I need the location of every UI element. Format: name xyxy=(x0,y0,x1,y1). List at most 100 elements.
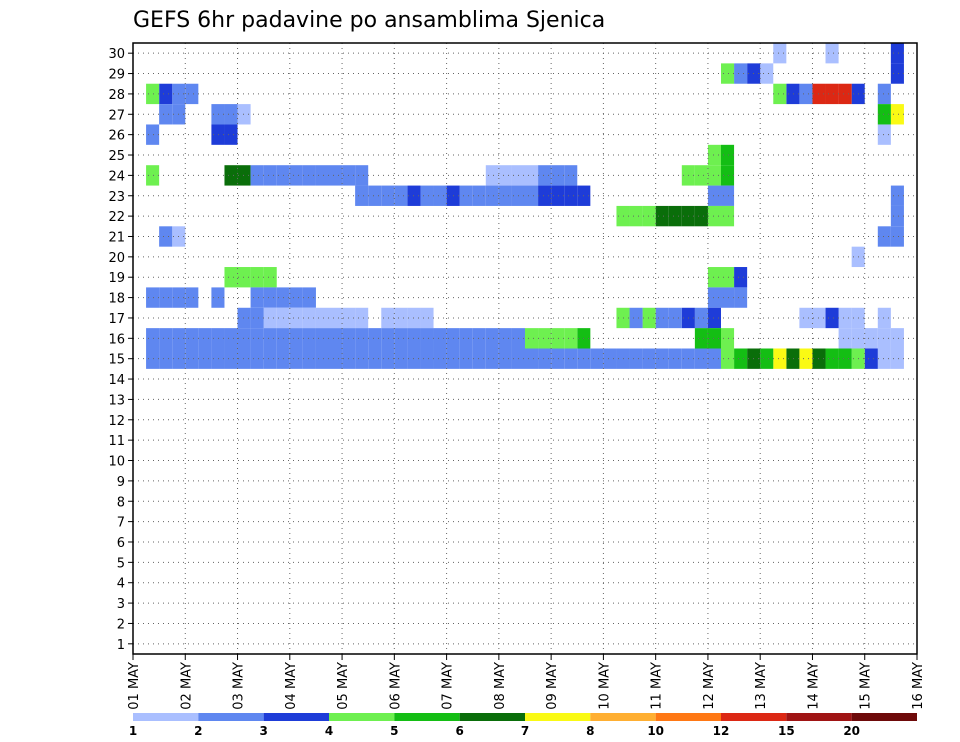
heatmap-cell xyxy=(825,348,839,369)
heatmap-cell xyxy=(694,328,708,349)
legend-swatch xyxy=(329,713,395,721)
y-tick-label: 17 xyxy=(108,312,125,327)
x-tick-label: 06 MAY xyxy=(388,662,403,710)
heatmap-cell xyxy=(721,205,735,227)
x-tick-label: 02 MAY xyxy=(179,662,194,710)
heatmap-cell xyxy=(250,348,264,369)
heatmap-cell xyxy=(707,165,721,186)
heatmap-cell xyxy=(668,307,682,329)
legend-label: 7 xyxy=(521,724,529,738)
heatmap-cell xyxy=(433,328,447,349)
heatmap-cell xyxy=(159,287,173,308)
heatmap-cell xyxy=(315,165,329,186)
heatmap-cell xyxy=(655,205,669,227)
legend-label: 6 xyxy=(455,724,463,738)
heatmap-cell xyxy=(146,165,160,186)
heatmap-cell xyxy=(707,348,721,369)
y-tick-label: 6 xyxy=(117,536,125,551)
heatmap-cell xyxy=(694,348,708,369)
heatmap-cell xyxy=(655,307,669,329)
heatmap-cell xyxy=(498,348,512,369)
heatmap-cell xyxy=(394,328,408,349)
heatmap-cell xyxy=(525,328,539,349)
heatmap-cell xyxy=(355,348,369,369)
heatmap-cell xyxy=(237,267,251,288)
heatmap-cell xyxy=(420,328,434,349)
heatmap-cell xyxy=(773,83,787,105)
heatmap-cell xyxy=(642,307,656,329)
heatmap-cell xyxy=(734,63,748,84)
heatmap-cell xyxy=(263,328,277,349)
legend-swatch xyxy=(655,713,721,721)
heatmap-cell xyxy=(250,165,264,186)
heatmap-cell xyxy=(381,185,395,206)
x-tick-label: 10 MAY xyxy=(597,662,612,710)
heatmap-cell xyxy=(668,205,682,227)
heatmap-cell xyxy=(629,307,643,329)
legend-label: 10 xyxy=(647,724,664,738)
y-tick-label: 5 xyxy=(117,556,125,571)
heatmap-cell xyxy=(825,83,839,105)
x-tick-label: 04 MAY xyxy=(284,662,299,710)
heatmap-cell xyxy=(198,348,212,369)
y-tick-label: 2 xyxy=(117,617,125,632)
heatmap-cell xyxy=(211,104,225,125)
heatmap-cell xyxy=(799,348,813,369)
x-tick-label: 14 MAY xyxy=(806,662,821,710)
heatmap-cell xyxy=(237,328,251,349)
heatmap-cell xyxy=(381,328,395,349)
heatmap-cell xyxy=(433,348,447,369)
y-tick-label: 19 xyxy=(108,271,125,286)
heatmap-cell xyxy=(551,165,565,186)
heatmap-cell xyxy=(146,328,160,349)
heatmap-cell xyxy=(289,307,303,329)
heatmap-cell xyxy=(237,348,251,369)
x-tick-label: 12 MAY xyxy=(702,662,717,710)
heatmap-cell xyxy=(394,307,408,329)
heatmap-cell xyxy=(538,348,552,369)
heatmap-cell xyxy=(498,185,512,206)
heatmap-cell xyxy=(890,348,904,369)
heatmap-cell xyxy=(890,205,904,227)
heatmap-cell xyxy=(420,348,434,369)
heatmap-cell xyxy=(812,83,826,105)
heatmap-cell xyxy=(721,348,735,369)
heatmap-cell xyxy=(146,348,160,369)
legend-swatch xyxy=(721,713,787,721)
legend-label: 5 xyxy=(390,724,398,738)
heatmap-cell xyxy=(146,287,160,308)
legend-swatch xyxy=(590,713,656,721)
heatmap-cell xyxy=(590,348,604,369)
y-tick-label: 21 xyxy=(108,230,125,245)
heatmap-cell xyxy=(459,185,473,206)
heatmap-cell xyxy=(498,328,512,349)
x-tick-label: 05 MAY xyxy=(336,662,351,710)
y-tick-label: 29 xyxy=(108,68,125,83)
heatmap-cell xyxy=(302,165,316,186)
legend-label: 4 xyxy=(325,724,333,738)
heatmap-cell xyxy=(825,307,839,329)
heatmap-cell xyxy=(773,43,787,64)
heatmap-cell xyxy=(760,63,774,84)
heatmap-cell xyxy=(864,328,878,349)
heatmap-cell xyxy=(707,185,721,206)
heatmap-cell xyxy=(838,348,852,369)
heatmap-cell xyxy=(877,226,891,247)
heatmap-cell xyxy=(355,328,369,349)
heatmap-cell xyxy=(368,328,382,349)
color-legend: 1 2 3 4 5 6 7 8 10 12 15 20 xyxy=(129,713,917,738)
heatmap-cell xyxy=(459,348,473,369)
heatmap-cell xyxy=(564,165,578,186)
heatmap-cell xyxy=(890,43,904,64)
heatmap-cell xyxy=(237,165,251,186)
heatmap-cell xyxy=(812,348,826,369)
heatmap-cell xyxy=(237,104,251,125)
heatmap-cell xyxy=(564,328,578,349)
heatmap-cell xyxy=(368,348,382,369)
legend-label: 12 xyxy=(713,724,730,738)
heatmap-cell xyxy=(211,124,225,145)
heatmap-cell xyxy=(877,328,891,349)
heatmap-cell xyxy=(459,328,473,349)
x-tick-label: 03 MAY xyxy=(232,662,247,710)
heatmap-cell xyxy=(302,328,316,349)
